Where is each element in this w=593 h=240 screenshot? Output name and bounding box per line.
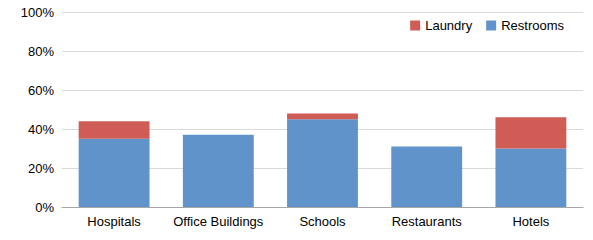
- svg-text:80%: 80%: [28, 44, 54, 59]
- svg-text:20%: 20%: [28, 161, 54, 176]
- svg-text:0%: 0%: [35, 200, 54, 215]
- svg-text:Restaurants: Restaurants: [392, 214, 463, 229]
- svg-text:40%: 40%: [28, 122, 54, 137]
- svg-text:Hospitals: Hospitals: [87, 214, 141, 229]
- svg-text:100%: 100%: [21, 5, 55, 20]
- svg-text:Laundry: Laundry: [425, 18, 472, 33]
- svg-text:Schools: Schools: [299, 214, 346, 229]
- svg-text:Restrooms: Restrooms: [501, 18, 564, 33]
- svg-text:Office Buildings: Office Buildings: [173, 214, 264, 229]
- svg-text:Hotels: Hotels: [512, 214, 549, 229]
- svg-text:60%: 60%: [28, 83, 54, 98]
